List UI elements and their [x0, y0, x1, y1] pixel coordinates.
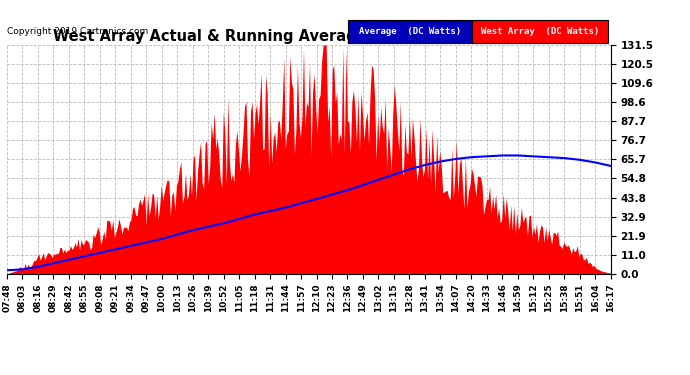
FancyBboxPatch shape — [348, 20, 472, 43]
Text: West Array  (DC Watts): West Array (DC Watts) — [480, 27, 599, 36]
Title: West Array Actual & Running Average Power Sat Jan 12 16:18: West Array Actual & Running Average Powe… — [53, 29, 564, 44]
Text: Average  (DC Watts): Average (DC Watts) — [359, 27, 461, 36]
Text: Copyright 2019 Cartronics.com: Copyright 2019 Cartronics.com — [7, 27, 148, 36]
FancyBboxPatch shape — [472, 20, 608, 43]
